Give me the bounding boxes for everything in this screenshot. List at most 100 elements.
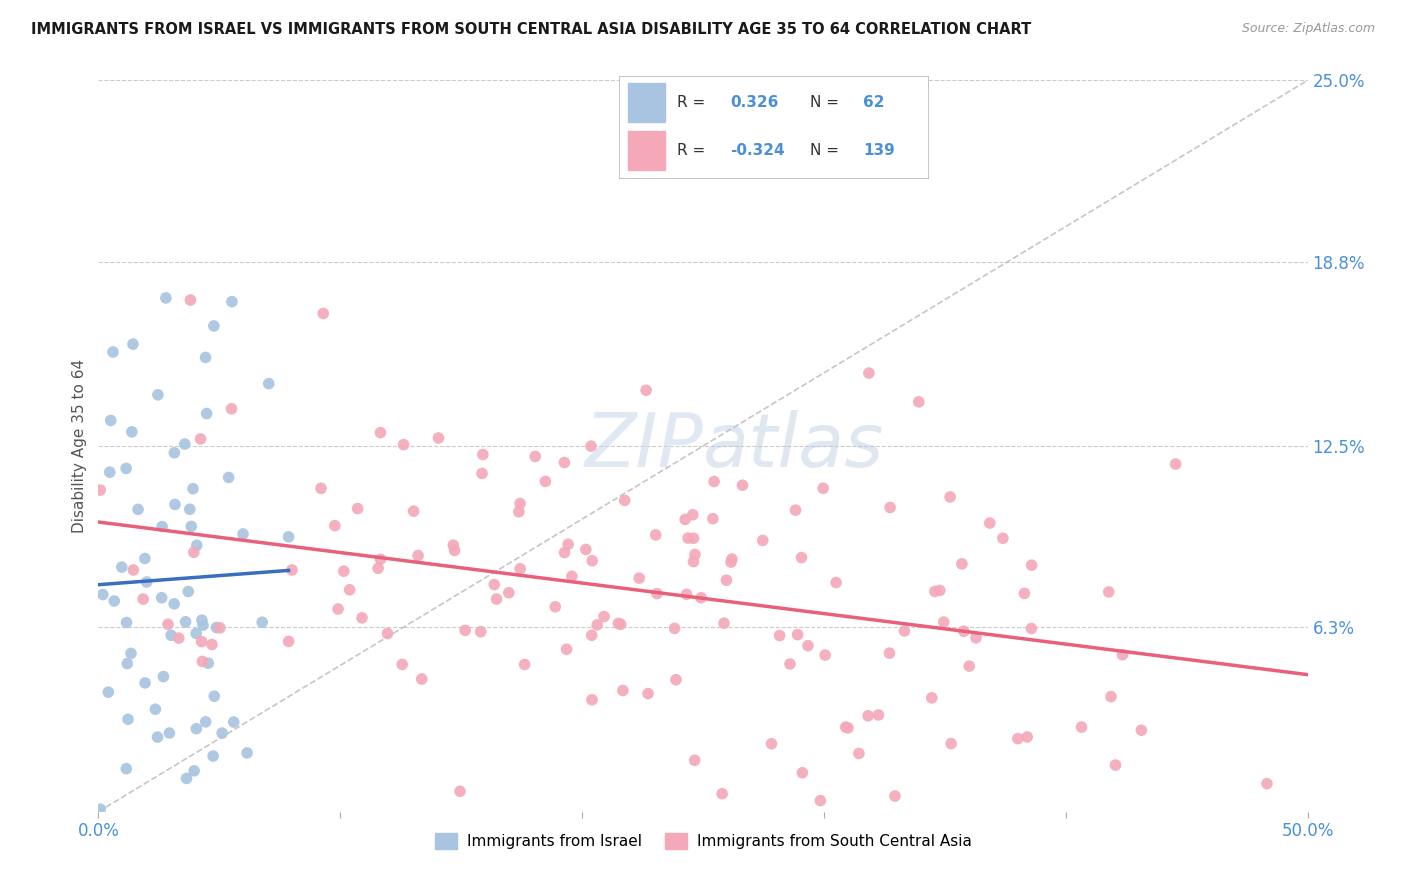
Point <box>346 501 368 516</box>
Point <box>402 504 425 518</box>
Point <box>575 542 598 557</box>
Point <box>441 538 464 552</box>
Point <box>377 626 399 640</box>
Point <box>713 616 735 631</box>
Point <box>183 545 205 559</box>
Point <box>179 293 201 307</box>
Point <box>471 448 494 462</box>
Point <box>953 624 976 639</box>
Point <box>370 552 392 566</box>
Point <box>907 395 929 409</box>
Point <box>785 503 807 517</box>
Point <box>160 628 183 642</box>
Point <box>797 639 820 653</box>
Point <box>498 586 520 600</box>
Point <box>682 555 704 569</box>
Point <box>150 591 173 605</box>
Point <box>101 345 124 359</box>
Point <box>127 502 149 516</box>
Point <box>561 569 583 583</box>
Point <box>703 475 725 489</box>
Point <box>613 493 636 508</box>
Point <box>150 519 173 533</box>
Point <box>790 550 813 565</box>
Point <box>201 637 224 651</box>
Point <box>835 720 858 734</box>
Point <box>221 401 243 416</box>
Point <box>1104 758 1126 772</box>
Point <box>97 685 120 699</box>
Point <box>205 621 228 635</box>
Point <box>257 376 280 391</box>
Point <box>370 425 392 440</box>
Point <box>1007 731 1029 746</box>
Point <box>1256 776 1278 790</box>
Point <box>731 478 754 492</box>
Point <box>176 772 198 786</box>
Point <box>792 765 814 780</box>
Point <box>449 784 471 798</box>
Point <box>163 597 186 611</box>
Point <box>186 538 208 552</box>
Point <box>135 574 157 589</box>
Text: R =: R = <box>678 144 706 158</box>
Point <box>411 672 433 686</box>
Point <box>711 787 734 801</box>
Point <box>950 557 973 571</box>
Point <box>211 726 233 740</box>
Point <box>277 634 299 648</box>
Point <box>236 746 259 760</box>
Point <box>593 609 616 624</box>
Point <box>509 496 531 510</box>
Point <box>194 714 217 729</box>
Point <box>191 618 214 632</box>
Point <box>485 592 508 607</box>
Point <box>645 586 668 600</box>
Point <box>579 439 602 453</box>
Point <box>508 505 530 519</box>
Text: N =: N = <box>810 144 839 158</box>
Point <box>120 646 142 660</box>
Point <box>921 690 943 705</box>
Point <box>218 470 240 484</box>
Text: Source: ZipAtlas.com: Source: ZipAtlas.com <box>1241 22 1375 36</box>
Point <box>181 482 204 496</box>
Point <box>1021 622 1043 636</box>
Point <box>1098 585 1121 599</box>
Point <box>145 702 167 716</box>
Point <box>1021 558 1043 573</box>
Point <box>89 483 111 497</box>
Point <box>190 432 212 446</box>
Point <box>644 528 666 542</box>
Point <box>202 749 225 764</box>
Point <box>391 657 413 672</box>
Point <box>814 648 837 662</box>
Point <box>555 642 578 657</box>
Point <box>1130 723 1153 738</box>
Text: 62: 62 <box>863 95 884 110</box>
Point <box>607 616 630 631</box>
Point <box>716 573 738 587</box>
Point <box>277 530 299 544</box>
Point <box>134 676 156 690</box>
Point <box>191 613 214 627</box>
Point <box>664 621 686 635</box>
Point <box>1070 720 1092 734</box>
Point <box>323 518 346 533</box>
Point <box>673 512 696 526</box>
Point <box>232 527 254 541</box>
Point <box>121 425 143 439</box>
Point <box>779 657 801 671</box>
Point <box>100 413 122 427</box>
Point <box>312 306 335 320</box>
Point <box>682 531 704 545</box>
Point <box>163 498 186 512</box>
Text: atlas: atlas <box>703 410 884 482</box>
Text: 139: 139 <box>863 144 894 158</box>
Point <box>454 624 477 638</box>
Point <box>186 722 208 736</box>
Point <box>751 533 773 548</box>
Point <box>202 690 225 704</box>
Point <box>665 673 688 687</box>
Point <box>991 531 1014 545</box>
